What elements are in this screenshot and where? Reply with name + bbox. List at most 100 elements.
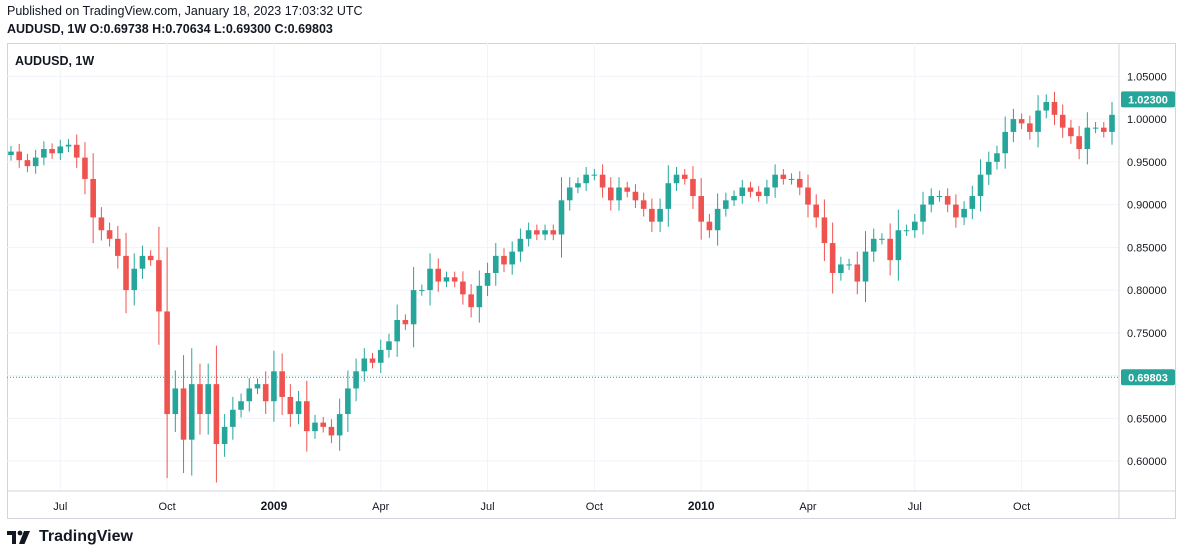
candle-body	[640, 200, 647, 209]
price-label-badge	[1121, 91, 1175, 108]
candle-body	[862, 251, 869, 282]
candle-body	[188, 384, 195, 440]
candle-body	[394, 320, 400, 342]
candle-body	[476, 285, 483, 308]
candle-body	[443, 277, 450, 282]
candle-body	[706, 221, 713, 231]
price-tick-label: 0.80000	[1127, 285, 1167, 297]
candle-body	[846, 264, 852, 266]
candle-body	[279, 371, 285, 397]
candle-body	[731, 196, 737, 201]
candles	[8, 91, 1115, 483]
candle-body	[205, 384, 211, 415]
candle-body	[591, 174, 598, 176]
candle-body	[419, 290, 425, 292]
candle-body	[238, 401, 244, 410]
time-tick-label: Oct	[159, 501, 176, 513]
candle-body	[1109, 114, 1115, 132]
candle-body	[1051, 101, 1058, 115]
price-axis[interactable]: 1.05000 1.00000 0.95000 0.90000 0.85000 0.800…	[1127, 71, 1167, 468]
price-label-text: 0.69803	[1128, 372, 1168, 384]
candle-body	[468, 294, 474, 308]
candle-body	[106, 230, 113, 239]
candle-body	[681, 174, 688, 179]
time-tick-label: Jul	[908, 501, 922, 513]
candle-body	[879, 238, 885, 240]
ohlc-summary: AUDUSD, 1W O:0.69738 H:0.70634 L:0.69300…	[7, 22, 333, 36]
candle-body	[312, 422, 318, 432]
candle-body	[213, 384, 220, 444]
candle-body	[936, 196, 943, 198]
candle-body	[221, 426, 228, 444]
candle-body	[755, 191, 762, 197]
candle-body	[230, 409, 236, 427]
time-tick-label: Jul	[481, 501, 495, 513]
candle-body	[788, 178, 795, 180]
candle-body	[1043, 101, 1050, 111]
candle-body	[131, 268, 138, 291]
time-tick-label: 2009	[261, 499, 288, 513]
candle-body	[821, 217, 828, 244]
price-tick-label: 0.95000	[1127, 157, 1167, 169]
price-tick-label: 0.60000	[1127, 456, 1167, 468]
price-label-text: 1.02300	[1128, 94, 1168, 106]
candle-body	[895, 230, 902, 261]
candle-body	[402, 320, 409, 325]
candle-body	[764, 187, 770, 197]
tradingview-logo[interactable]: TradingView	[7, 528, 133, 546]
candle-body	[386, 341, 392, 350]
candle-body	[435, 268, 442, 282]
candle-body	[920, 204, 926, 222]
candle-body	[1027, 123, 1033, 132]
candle-body	[427, 268, 433, 291]
candle-body	[550, 230, 557, 235]
candle-body	[90, 178, 96, 218]
candle-body	[73, 144, 80, 158]
candle-body	[558, 200, 565, 235]
time-axis[interactable]: Jul Oct 2009 Apr Jul Oct 2010 Apr Jul Oct	[53, 499, 1030, 513]
candle-body	[16, 151, 23, 161]
chart-title: AUDUSD, 1W	[15, 54, 94, 68]
candle-body	[977, 174, 984, 197]
candle-body	[492, 255, 499, 273]
candle-body	[829, 243, 836, 273]
candle-body	[1100, 127, 1107, 132]
candle-body	[772, 174, 778, 188]
price-chart[interactable]: 1.05000 1.00000 0.95000 0.90000 0.85000 0.800…	[7, 43, 1176, 519]
candle-body	[1092, 127, 1099, 129]
time-tick-label: 2010	[688, 499, 715, 513]
time-tick-label: Apr	[799, 501, 816, 513]
candle-body	[796, 178, 803, 188]
candle-body	[295, 401, 302, 415]
candle-body	[246, 388, 253, 402]
candle-body	[377, 349, 384, 363]
candle-body	[994, 153, 1000, 162]
candle-body	[1002, 131, 1008, 154]
candle-body	[599, 174, 606, 188]
candle-body	[164, 311, 170, 415]
candle-body	[780, 174, 787, 179]
candle-body	[805, 187, 811, 205]
grid	[7, 43, 1119, 491]
candle-body	[197, 384, 203, 415]
candle-body	[41, 149, 47, 158]
candle-body	[353, 371, 359, 389]
candle-body	[139, 255, 146, 269]
candle-body	[542, 230, 548, 235]
candle-body	[624, 187, 631, 192]
candle-body	[98, 217, 105, 231]
candle-body	[8, 151, 14, 155]
chart-frame	[7, 43, 1176, 519]
time-tick-label: Apr	[372, 501, 389, 513]
candle-body	[180, 388, 187, 440]
candle-body	[525, 230, 532, 239]
price-tick-label: 0.90000	[1127, 200, 1167, 212]
candle-body	[172, 388, 179, 415]
candle-body	[1076, 136, 1082, 150]
time-tick-label: Oct	[1013, 501, 1030, 513]
candle-body	[944, 196, 951, 205]
candle-body	[32, 157, 39, 167]
candle-body	[509, 251, 516, 265]
candle-body	[451, 277, 458, 282]
candle-body	[690, 178, 696, 197]
